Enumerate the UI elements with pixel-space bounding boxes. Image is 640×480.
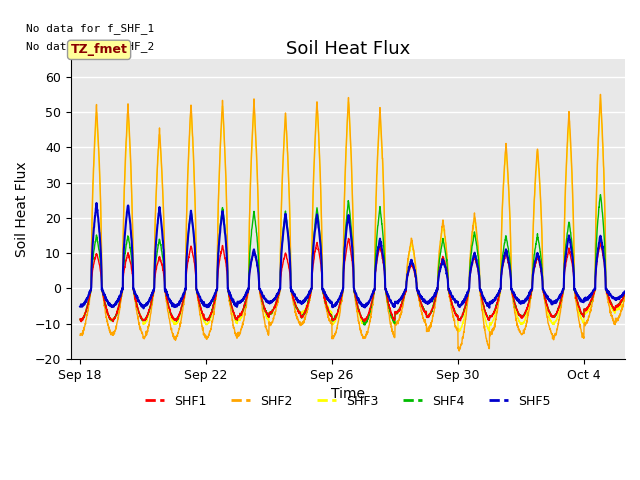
- Text: TZ_fmet: TZ_fmet: [70, 43, 127, 56]
- Y-axis label: Soil Heat Flux: Soil Heat Flux: [15, 161, 29, 257]
- X-axis label: Time: Time: [331, 387, 365, 401]
- Legend: SHF1, SHF2, SHF3, SHF4, SHF5: SHF1, SHF2, SHF3, SHF4, SHF5: [140, 390, 556, 413]
- Text: No data for f_SHF_1: No data for f_SHF_1: [26, 24, 154, 34]
- Text: No data for f_SHF_2: No data for f_SHF_2: [26, 41, 154, 52]
- Title: Soil Heat Flux: Soil Heat Flux: [285, 40, 410, 58]
